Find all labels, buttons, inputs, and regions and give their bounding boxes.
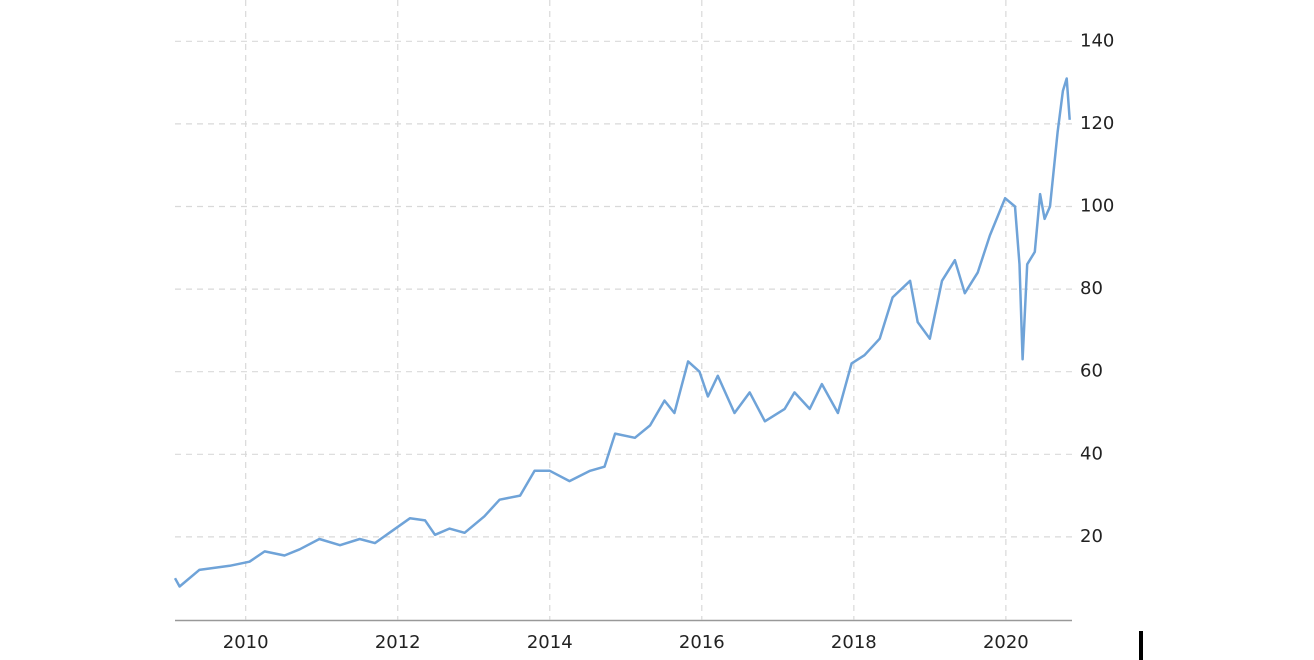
- y-tick-label: 120: [1080, 113, 1114, 134]
- x-tick-label: 2012: [375, 632, 421, 653]
- y-tick-label: 140: [1080, 30, 1114, 51]
- x-tick-label: 2018: [831, 632, 877, 653]
- cursor: [1139, 631, 1143, 660]
- x-tick-label: 2020: [983, 632, 1029, 653]
- y-tick-label: 20: [1080, 526, 1103, 547]
- price-line: [173, 77, 1071, 588]
- x-tick-label: 2016: [679, 632, 725, 653]
- y-tick-label: 40: [1080, 443, 1103, 464]
- x-tick-label: 2010: [223, 632, 269, 653]
- x-tick-label: 2014: [527, 632, 573, 653]
- y-tick-label: 100: [1080, 196, 1114, 217]
- y-tick-label: 60: [1080, 361, 1103, 382]
- y-tick-label: 80: [1080, 278, 1103, 299]
